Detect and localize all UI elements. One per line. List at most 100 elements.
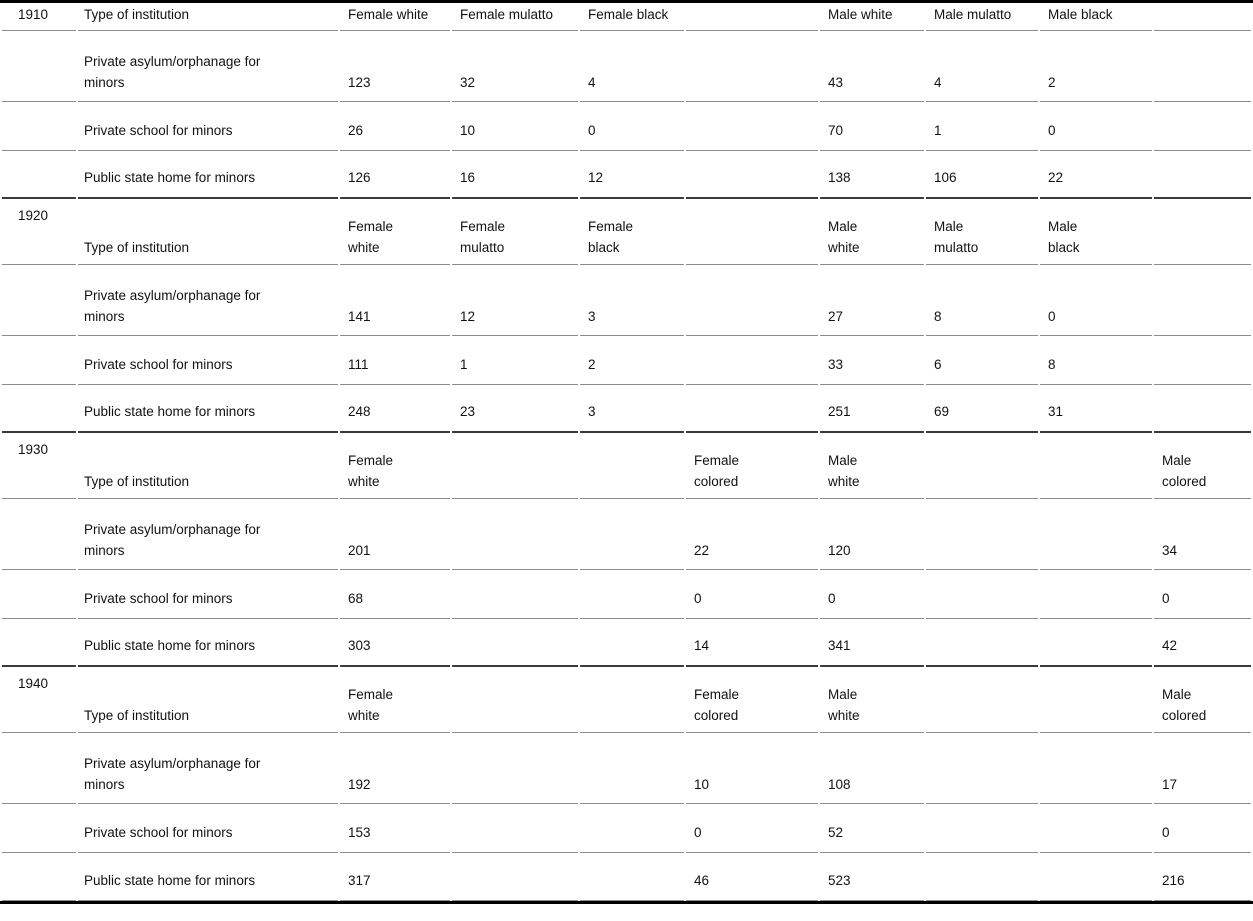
cell-female-white: 192 — [340, 733, 450, 804]
cell-female-mulatto — [452, 804, 578, 853]
cell-female-mulatto: 1 — [452, 336, 578, 385]
cell-female-white: 153 — [340, 804, 450, 853]
cell-male-mulatto: 69 — [926, 385, 1038, 433]
col-header-male-black — [1040, 667, 1152, 733]
cell-female-black: 3 — [580, 385, 684, 433]
cell-female-mulatto — [452, 733, 578, 804]
section-1940-header-row: 1940 Type of institution Female white Fe… — [2, 667, 1251, 733]
col-header-female-black — [580, 433, 684, 499]
table-row: Private school for minors 153 0 52 0 — [2, 804, 1251, 853]
cell-female-colored: 10 — [686, 733, 818, 804]
cell-female-black — [580, 570, 684, 619]
cell-male-black: 0 — [1040, 265, 1152, 336]
cell-male-black — [1040, 570, 1152, 619]
cell-female-white: 303 — [340, 619, 450, 667]
year-label: 1910 — [2, 3, 76, 31]
col-header-male-mulatto — [926, 667, 1038, 733]
cell-female-mulatto — [452, 499, 578, 570]
cell-male-white: 70 — [820, 102, 924, 151]
cell-male-mulatto: 1 — [926, 102, 1038, 151]
col-header-female-white: Female white — [340, 433, 450, 499]
table-row: Private asylum/orphanage for minors 192 … — [2, 733, 1251, 804]
cell-female-colored: 22 — [686, 499, 818, 570]
cell-male-mulatto: 106 — [926, 151, 1038, 199]
cell-female-mulatto: 12 — [452, 265, 578, 336]
cell-male-colored — [1154, 265, 1251, 336]
cell-female-black: 3 — [580, 265, 684, 336]
cell-female-mulatto: 16 — [452, 151, 578, 199]
cell-male-colored — [1154, 336, 1251, 385]
cell-female-colored — [686, 151, 818, 199]
cell-female-black — [580, 499, 684, 570]
cell-male-colored: 216 — [1154, 853, 1251, 901]
cell-female-colored: 14 — [686, 619, 818, 667]
col-header-female-colored: Female colored — [686, 433, 818, 499]
cell-male-mulatto — [926, 499, 1038, 570]
row-label: Private school for minors — [78, 570, 338, 619]
cell-male-white: 251 — [820, 385, 924, 433]
cell-female-white: 317 — [340, 853, 450, 901]
cell-female-black — [580, 619, 684, 667]
cell-male-mulatto: 6 — [926, 336, 1038, 385]
row-label: Private asylum/orphanage for minors — [78, 265, 338, 336]
cell-male-colored: 42 — [1154, 619, 1251, 667]
col-header-female-black: Female black — [580, 199, 684, 265]
table-row: Public state home for minors 248 23 3 25… — [2, 385, 1251, 433]
col-header-male-black: Male black — [1040, 199, 1152, 265]
cell-female-black — [580, 804, 684, 853]
cell-male-black: 0 — [1040, 102, 1152, 151]
cell-female-mulatto — [452, 853, 578, 901]
cell-female-white: 201 — [340, 499, 450, 570]
col-header-female-black: Female black — [580, 3, 684, 31]
cell-male-mulatto: 8 — [926, 265, 1038, 336]
cell-female-colored: 0 — [686, 804, 818, 853]
cell-male-black — [1040, 619, 1152, 667]
cell-female-mulatto: 32 — [452, 31, 578, 102]
col-header-female-white: Female white — [340, 199, 450, 265]
cell-male-mulatto: 4 — [926, 31, 1038, 102]
table-row: Public state home for minors 317 46 523 … — [2, 853, 1251, 901]
row-label: Private school for minors — [78, 336, 338, 385]
cell-male-colored: 0 — [1154, 804, 1251, 853]
cell-female-black: 2 — [580, 336, 684, 385]
col-header-type: Type of institution — [78, 433, 338, 499]
year-label: 1940 — [2, 667, 76, 733]
cell-male-white: 43 — [820, 31, 924, 102]
row-label: Private asylum/orphanage for minors — [78, 31, 338, 102]
col-header-male-colored — [1154, 3, 1251, 31]
cell-male-black — [1040, 853, 1152, 901]
col-header-female-mulatto — [452, 667, 578, 733]
cell-male-colored — [1154, 102, 1251, 151]
row-label: Public state home for minors — [78, 385, 338, 433]
table-row: Private asylum/orphanage for minors 141 … — [2, 265, 1251, 336]
cell-male-black: 31 — [1040, 385, 1152, 433]
table-row: Public state home for minors 303 14 341 … — [2, 619, 1251, 667]
cell-male-colored — [1154, 151, 1251, 199]
cell-male-mulatto — [926, 804, 1038, 853]
cell-male-white: 108 — [820, 733, 924, 804]
col-header-male-mulatto: Male mulatto — [926, 199, 1038, 265]
col-header-female-white: Female white — [340, 3, 450, 31]
cell-male-black: 2 — [1040, 31, 1152, 102]
cell-female-black: 12 — [580, 151, 684, 199]
section-1930-header-row: 1930 Type of institution Female white Fe… — [2, 433, 1251, 499]
cell-male-white: 33 — [820, 336, 924, 385]
col-header-female-colored — [686, 199, 818, 265]
col-header-type: Type of institution — [78, 3, 338, 31]
row-label: Public state home for minors — [78, 151, 338, 199]
cell-male-white: 27 — [820, 265, 924, 336]
col-header-male-black — [1040, 433, 1152, 499]
cell-male-black: 22 — [1040, 151, 1152, 199]
cell-male-colored — [1154, 31, 1251, 102]
col-header-female-mulatto — [452, 433, 578, 499]
year-label: 1920 — [2, 199, 76, 265]
table-row: Public state home for minors 126 16 12 1… — [2, 151, 1251, 199]
cell-male-mulatto — [926, 619, 1038, 667]
col-header-male-white: Male white — [820, 433, 924, 499]
cell-male-white: 341 — [820, 619, 924, 667]
col-header-type: Type of institution — [78, 199, 338, 265]
cell-female-white: 26 — [340, 102, 450, 151]
col-header-female-colored: Female colored — [686, 667, 818, 733]
col-header-female-colored — [686, 3, 818, 31]
